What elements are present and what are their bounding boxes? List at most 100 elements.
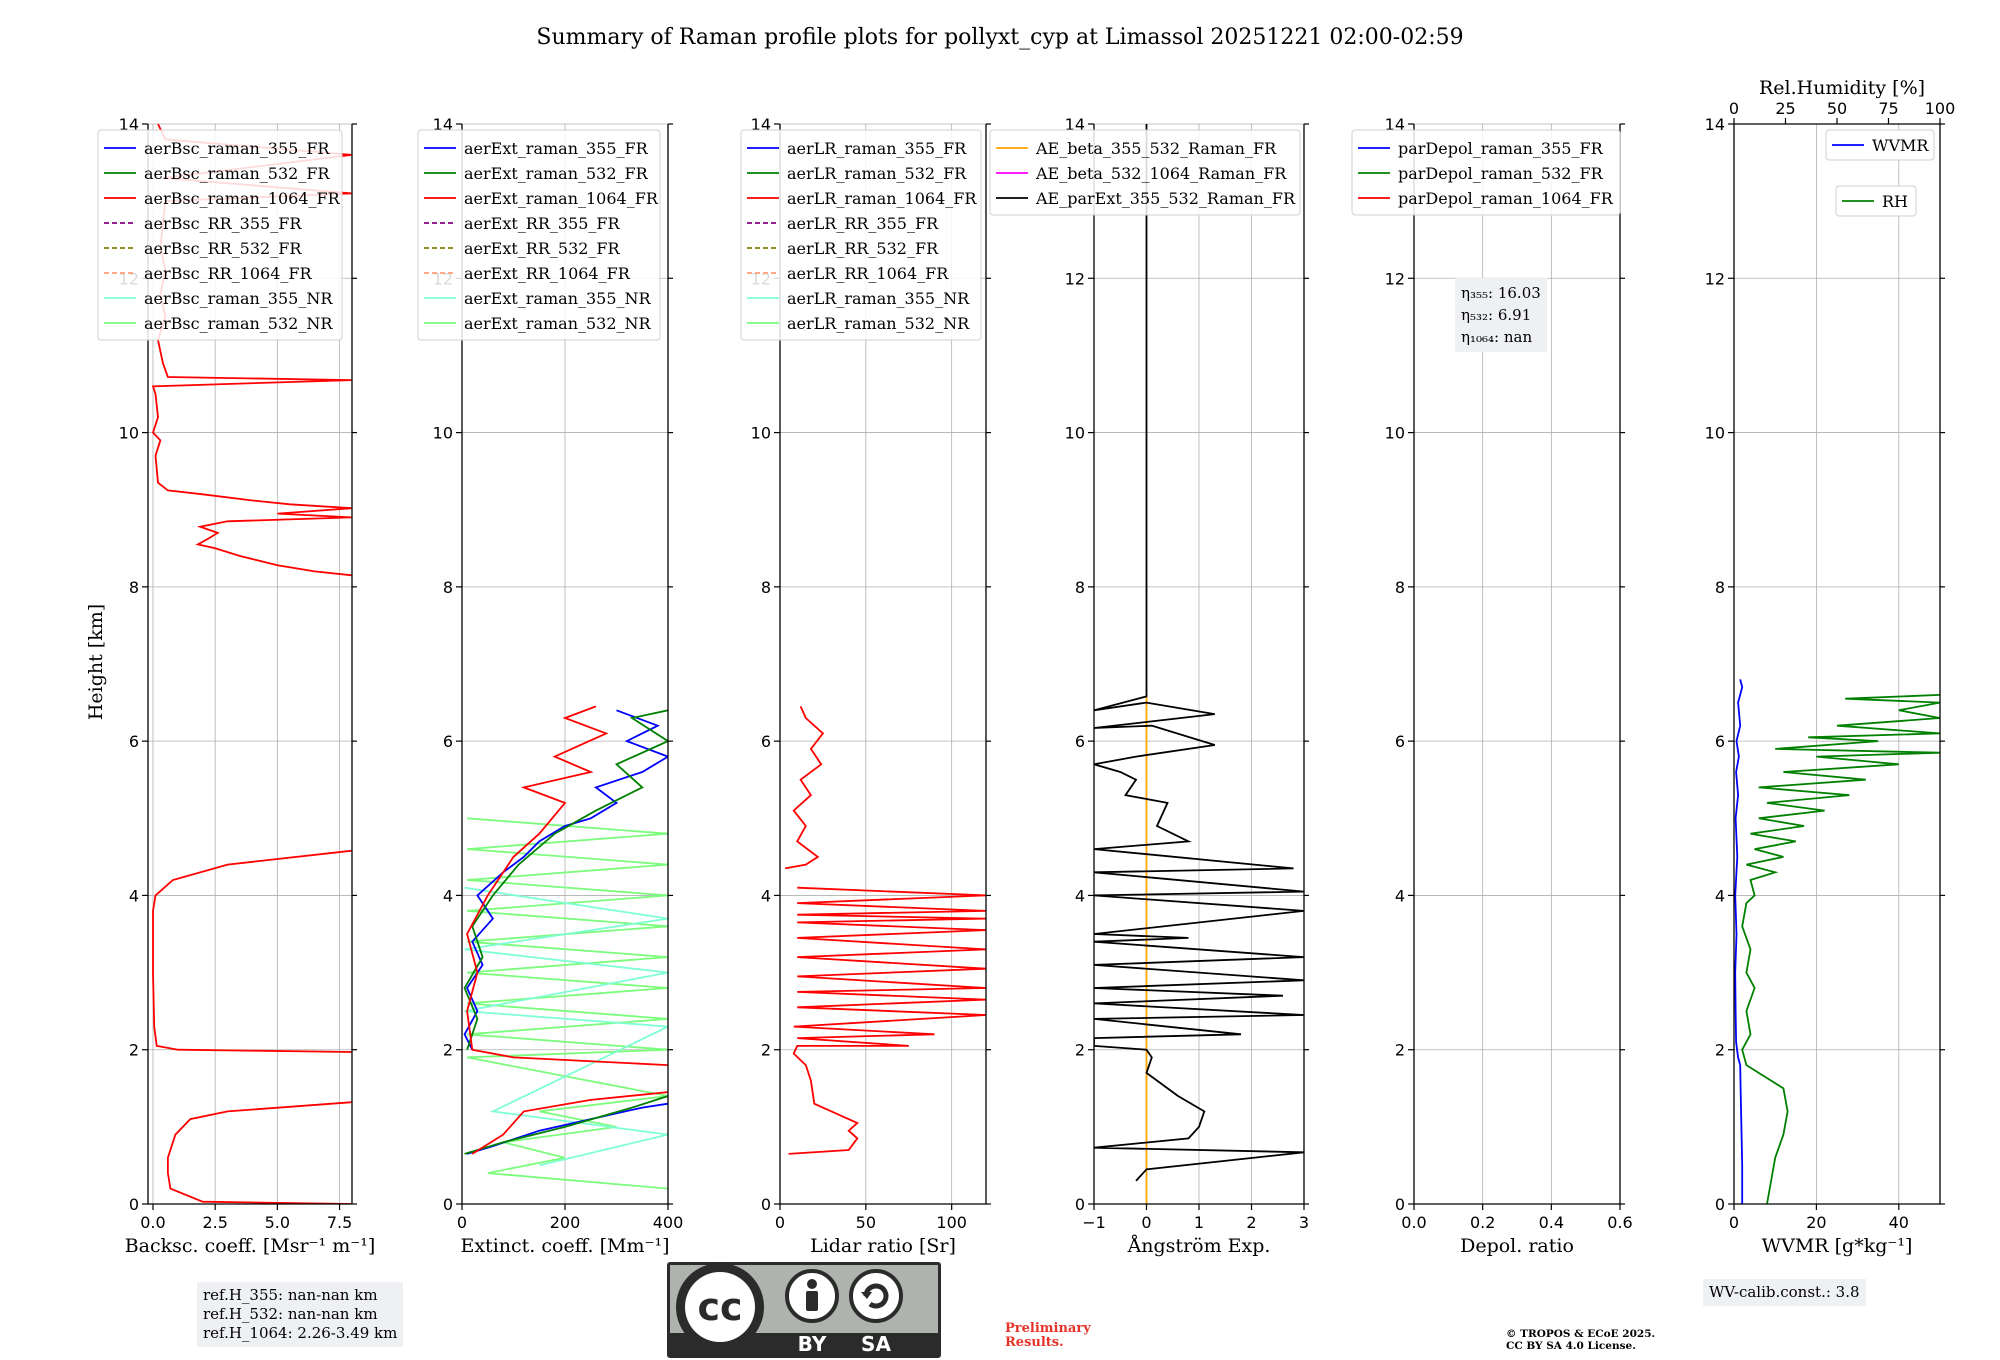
legend-entry: aerExt_RR_532_FR bbox=[464, 239, 621, 258]
series-line-aerLR_raman_1064_FR bbox=[784, 706, 825, 870]
series-line-RH bbox=[1741, 694, 1940, 1204]
top-x-tick-label: 0 bbox=[1729, 99, 1739, 118]
legend-entry: AE_beta_355_532_Raman_FR bbox=[1035, 139, 1277, 158]
y-tick-label: 12 bbox=[1065, 269, 1085, 288]
y-tick-label: 0 bbox=[129, 1195, 139, 1214]
y-tick-label: 8 bbox=[1715, 578, 1725, 597]
legend-entry: AE_beta_532_1064_Raman_FR bbox=[1035, 164, 1287, 183]
y-tick-label: 8 bbox=[761, 578, 771, 597]
y-tick-label: 6 bbox=[1075, 732, 1085, 751]
legend-entry: aerExt_RR_355_FR bbox=[464, 214, 621, 233]
y-tick-label: 2 bbox=[761, 1041, 771, 1060]
panel-5: 0 2 4 6 8 10 12 14 0.0 0.2 0.4 0.6 Depol. ratio parDe… bbox=[1351, 115, 1633, 1257]
preliminary-line-1: Preliminary bbox=[1005, 1321, 1091, 1336]
top-x-tick-label: 25 bbox=[1775, 99, 1795, 118]
legend-entry: aerBsc_RR_1064_FR bbox=[144, 264, 313, 283]
y-tick-label: 14 bbox=[433, 115, 453, 134]
ref-h-532: ref.H_532: nan-nan km bbox=[203, 1305, 378, 1323]
y-tick-label: 4 bbox=[1715, 886, 1725, 905]
legend-box bbox=[1351, 129, 1621, 216]
y-tick-label: 2 bbox=[1715, 1041, 1725, 1060]
reference-height-box: ref.H_355: nan-nan km ref.H_532: nan-nan… bbox=[197, 1282, 404, 1347]
x-tick-label: 0 bbox=[1141, 1213, 1151, 1232]
copyright-line-1: © TROPOS & ECoE 2025. bbox=[1506, 1328, 1656, 1340]
figure-title: Summary of Raman profile plots for polly… bbox=[536, 25, 1463, 50]
legend-entry: aerBsc_raman_355_NR bbox=[144, 289, 333, 308]
cc-license-badge: cc BY SA bbox=[667, 1262, 941, 1358]
x-tick-label: 400 bbox=[653, 1213, 684, 1232]
legend-entry: aerBsc_raman_1064_FR bbox=[144, 189, 341, 208]
legend-entry: aerBsc_RR_355_FR bbox=[144, 214, 302, 233]
y-tick-label: 6 bbox=[443, 732, 453, 751]
x-tick-label: 0.4 bbox=[1539, 1213, 1564, 1232]
y-tick-label: 2 bbox=[443, 1041, 453, 1060]
x-tick-label: 40 bbox=[1889, 1213, 1909, 1232]
legend-entry: aerBsc_raman_355_FR bbox=[144, 139, 330, 158]
y-tick-label: 4 bbox=[129, 886, 139, 905]
y-tick-label: 4 bbox=[443, 886, 453, 905]
legend-entry: aerExt_raman_355_NR bbox=[464, 289, 652, 308]
y-tick-label: 14 bbox=[119, 115, 139, 134]
legend-box bbox=[1825, 129, 1935, 161]
x-tick-label: 7.5 bbox=[327, 1213, 352, 1232]
x-tick-label: 0.2 bbox=[1470, 1213, 1495, 1232]
x-axis-label: Depol. ratio bbox=[1460, 1235, 1574, 1257]
y-tick-label: 10 bbox=[751, 424, 771, 443]
x-tick-label: 20 bbox=[1806, 1213, 1826, 1232]
series-line-aerExt_raman_1064_FR bbox=[466, 705, 668, 1066]
legend-entry: RH bbox=[1882, 192, 1908, 211]
legend-entry: aerLR_RR_355_FR bbox=[787, 214, 939, 233]
legend-entry: aerLR_raman_1064_FR bbox=[787, 189, 977, 208]
series-line-aerExt_raman_355_FR bbox=[463, 709, 668, 1051]
legend-entry: AE_parExt_355_532_Raman_FR bbox=[1035, 189, 1296, 208]
panel-3: 02468101214050100Lidar ratio [Sr]aerLR_r… bbox=[740, 115, 991, 1257]
x-tick-label: 50 bbox=[856, 1213, 876, 1232]
x-tick-label: 200 bbox=[550, 1213, 581, 1232]
x-tick-label: 0.0 bbox=[1401, 1213, 1426, 1232]
cc-text: cc bbox=[697, 1285, 742, 1329]
preliminary-line-2: Results. bbox=[1005, 1335, 1064, 1350]
y-tick-label: 2 bbox=[1075, 1041, 1085, 1060]
y-tick-label: 8 bbox=[1075, 578, 1085, 597]
y-tick-label: 0 bbox=[1715, 1195, 1725, 1214]
x-axis-label: WVMR [g*kg⁻¹] bbox=[1762, 1235, 1913, 1257]
panel-2: 024681012140200400Extinct. coeff. [Mm⁻¹]… bbox=[417, 115, 684, 1257]
series-line-aerExt_raman_532_NR bbox=[466, 817, 668, 1190]
y-tick-label: 10 bbox=[119, 424, 139, 443]
y-tick-label: 6 bbox=[1715, 732, 1725, 751]
eta-532: η₅₃₂: 6.91 bbox=[1461, 306, 1532, 324]
ref-h-355: ref.H_355: nan-nan km bbox=[203, 1286, 378, 1304]
legend-entry: aerExt_raman_355_FR bbox=[464, 139, 649, 158]
legend-entry: parDepol_raman_355_FR bbox=[1398, 139, 1604, 158]
legend-entry: aerBsc_RR_532_FR bbox=[144, 239, 302, 258]
y-tick-label: 14 bbox=[1065, 115, 1085, 134]
x-tick-label: −1 bbox=[1082, 1213, 1106, 1232]
y-tick-label: 14 bbox=[1705, 115, 1725, 134]
legend-entry: aerLR_RR_1064_FR bbox=[787, 264, 949, 283]
legend-box bbox=[97, 129, 343, 341]
y-tick-label: 6 bbox=[1395, 732, 1405, 751]
series-line-aerBsc_raman_1064_FR bbox=[166, 1101, 352, 1204]
top-x-tick-label: 100 bbox=[1925, 99, 1956, 118]
y-tick-label: 0 bbox=[1395, 1195, 1405, 1214]
x-tick-label: 100 bbox=[936, 1213, 967, 1232]
legend-box bbox=[1835, 185, 1917, 217]
series-line-aerBsc_raman_1064_FR bbox=[152, 849, 352, 1053]
legend-entry: WVMR bbox=[1872, 136, 1929, 155]
copyright-note: © TROPOS & ECoE 2025. CC BY SA 4.0 Licen… bbox=[1506, 1328, 1655, 1352]
x-tick-label: 0.6 bbox=[1607, 1213, 1632, 1232]
y-tick-label: 10 bbox=[1705, 424, 1725, 443]
legend-box bbox=[740, 129, 982, 341]
y-tick-label: 4 bbox=[761, 886, 771, 905]
x-axis-label: Extinct. coeff. [Mm⁻¹] bbox=[460, 1235, 669, 1257]
eta-1064: η₁₀₆₄: nan bbox=[1461, 328, 1533, 346]
legend-entry: aerBsc_raman_532_NR bbox=[144, 314, 333, 333]
legend-entry: parDepol_raman_532_FR bbox=[1398, 164, 1604, 183]
top-x-tick-label: 50 bbox=[1827, 99, 1847, 118]
x-tick-label: 0 bbox=[1729, 1213, 1739, 1232]
y-tick-label: 4 bbox=[1395, 886, 1405, 905]
